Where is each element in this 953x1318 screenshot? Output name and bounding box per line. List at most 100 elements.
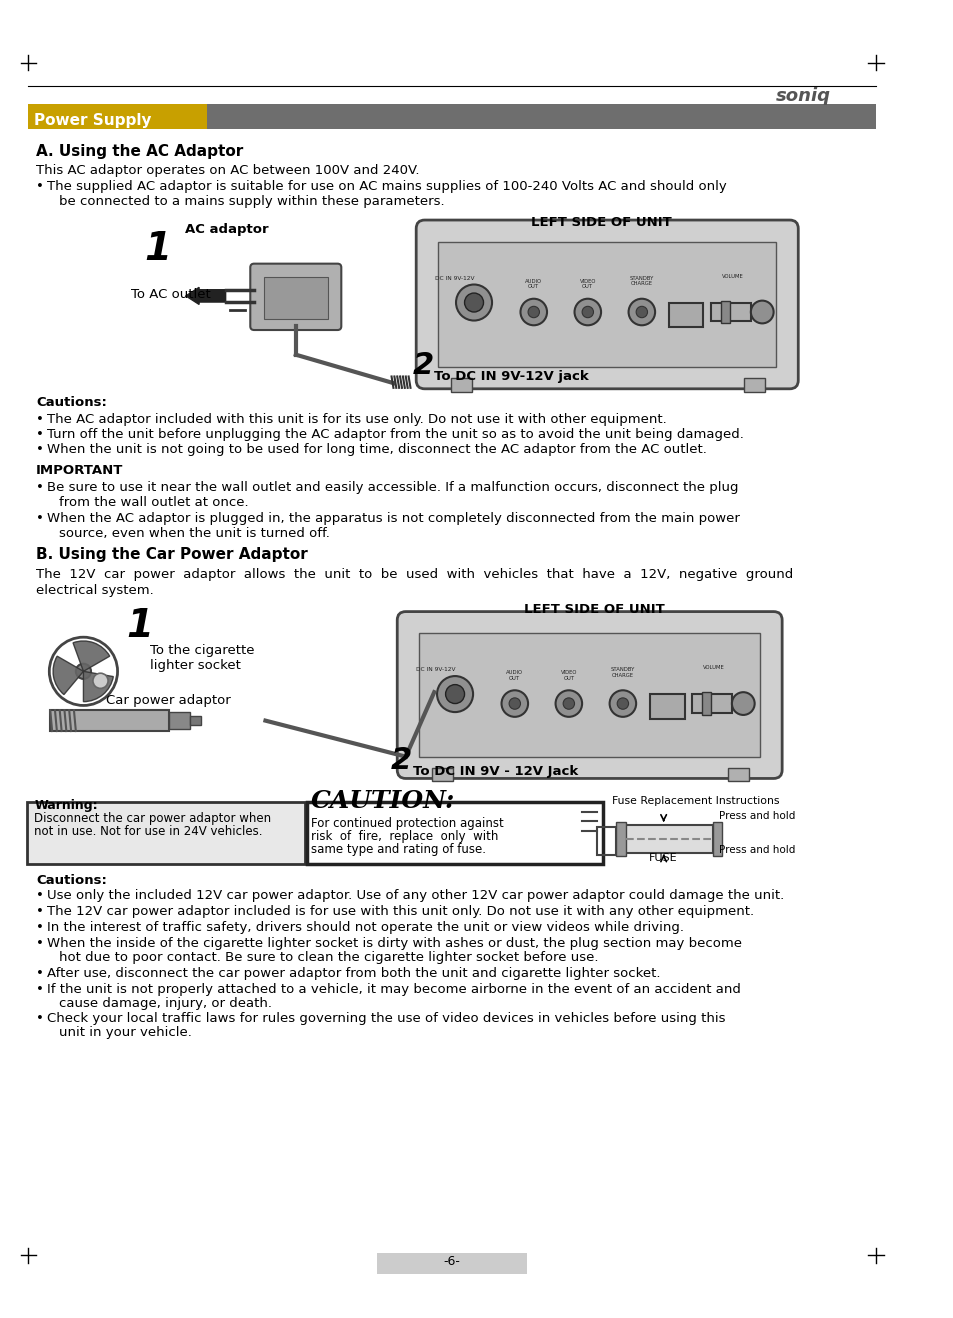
- Circle shape: [436, 676, 473, 712]
- Text: For continued protection against: For continued protection against: [311, 817, 503, 830]
- Bar: [169, 712, 190, 729]
- Text: The  12V  car  power  adaptor  allows  the  unit  to  be  used  with  vehicles  : The 12V car power adaptor allows the uni…: [36, 568, 793, 581]
- Bar: [710, 303, 750, 322]
- Wedge shape: [53, 656, 83, 695]
- Bar: [307, 803, 602, 863]
- Bar: [418, 634, 760, 757]
- Text: FUSE: FUSE: [649, 853, 678, 863]
- Text: When the inside of the cigarette lighter socket is dirty with ashes or dust, the: When the inside of the cigarette lighter…: [48, 937, 741, 950]
- Bar: [691, 695, 731, 713]
- Circle shape: [562, 697, 574, 709]
- Bar: [712, 822, 721, 857]
- Text: •: •: [36, 179, 44, 192]
- Circle shape: [731, 692, 754, 714]
- FancyBboxPatch shape: [416, 220, 798, 389]
- Text: •: •: [36, 413, 44, 426]
- Text: B. Using the Car Power Adaptor: B. Using the Car Power Adaptor: [36, 547, 308, 563]
- Text: Fuse Replacement Instructions: Fuse Replacement Instructions: [611, 796, 779, 807]
- Wedge shape: [73, 641, 110, 671]
- Text: If the unit is not properly attached to a vehicle, it may become airborne in the: If the unit is not properly attached to …: [48, 983, 740, 995]
- Text: Car power adaptor: Car power adaptor: [106, 693, 231, 706]
- Text: from the wall outlet at once.: from the wall outlet at once.: [59, 497, 248, 509]
- Circle shape: [520, 299, 546, 326]
- Text: In the interest of traffic safety, drivers should not operate the unit or view v: In the interest of traffic safety, drive…: [48, 921, 683, 934]
- Text: Be sure to use it near the wall outlet and easily accessible. If a malfunction o: Be sure to use it near the wall outlet a…: [48, 481, 739, 494]
- Text: To DC IN 9V-12V jack: To DC IN 9V-12V jack: [434, 370, 588, 384]
- Text: source, even when the unit is turned off.: source, even when the unit is turned off…: [59, 527, 330, 539]
- Text: soniq: soniq: [775, 87, 830, 104]
- Text: VIDEO
OUT: VIDEO OUT: [560, 670, 577, 681]
- Text: Cautions:: Cautions:: [36, 874, 107, 887]
- Circle shape: [555, 691, 581, 717]
- Circle shape: [617, 697, 628, 709]
- Text: Power Supply: Power Supply: [34, 113, 152, 128]
- Text: When the unit is not going to be used for long time, disconnect the AC adaptor f: When the unit is not going to be used fo…: [48, 443, 706, 456]
- Circle shape: [528, 306, 538, 318]
- Text: LEFT SIDE OF UNIT: LEFT SIDE OF UNIT: [524, 602, 664, 616]
- Text: DC IN 9V-12V: DC IN 9V-12V: [416, 667, 456, 672]
- Text: •: •: [36, 888, 44, 902]
- Text: Disconnect the car power adaptor when: Disconnect the car power adaptor when: [34, 812, 271, 825]
- Text: LEFT SIDE OF UNIT: LEFT SIDE OF UNIT: [531, 216, 671, 229]
- Text: VIDEO
OUT: VIDEO OUT: [579, 278, 596, 290]
- Text: The 12V car power adaptor included is for use with this unit only. Do not use it: The 12V car power adaptor included is fo…: [48, 905, 754, 917]
- Circle shape: [445, 684, 464, 704]
- Bar: [743, 378, 764, 391]
- Circle shape: [464, 293, 483, 312]
- Circle shape: [501, 691, 528, 717]
- Text: 2: 2: [390, 746, 412, 775]
- Text: AUDIO
OUT: AUDIO OUT: [506, 670, 523, 681]
- Text: The AC adaptor included with this unit is for its use only. Do not use it with o: The AC adaptor included with this unit i…: [48, 413, 666, 426]
- Text: not in use. Not for use in 24V vehicles.: not in use. Not for use in 24V vehicles.: [34, 825, 262, 838]
- Bar: [727, 768, 748, 782]
- Text: STANDBY
CHARGE: STANDBY CHARGE: [629, 275, 654, 286]
- Text: Press and hold: Press and hold: [718, 845, 794, 855]
- Text: This AC adaptor operates on AC between 100V and 240V.: This AC adaptor operates on AC between 1…: [36, 163, 419, 177]
- Text: electrical system.: electrical system.: [36, 584, 153, 597]
- FancyBboxPatch shape: [396, 612, 781, 779]
- Text: Check your local traffic laws for rules governing the use of video devices in ve: Check your local traffic laws for rules …: [48, 1012, 725, 1025]
- Text: hot due to poor contact. Be sure to clean the cigarette lighter socket before us: hot due to poor contact. Be sure to clea…: [59, 952, 598, 965]
- Text: AUDIO
OUT: AUDIO OUT: [525, 278, 541, 290]
- Circle shape: [92, 673, 108, 688]
- Circle shape: [750, 301, 773, 323]
- Text: Warning:: Warning:: [34, 799, 97, 812]
- Bar: [451, 378, 472, 391]
- Bar: [669, 303, 702, 327]
- Text: •: •: [36, 937, 44, 950]
- Bar: [720, 301, 729, 323]
- Text: same type and rating of fuse.: same type and rating of fuse.: [311, 844, 485, 857]
- Circle shape: [456, 285, 492, 320]
- Wedge shape: [83, 671, 113, 701]
- Circle shape: [636, 306, 647, 318]
- Text: To AC outlet: To AC outlet: [131, 287, 211, 301]
- Text: IMPORTANT: IMPORTANT: [36, 464, 123, 477]
- Text: •: •: [36, 921, 44, 934]
- Text: lighter socket: lighter socket: [150, 659, 240, 672]
- Bar: [700, 692, 710, 714]
- Text: AC adaptor: AC adaptor: [185, 223, 268, 236]
- Text: •: •: [36, 966, 44, 979]
- Text: VOLUME: VOLUME: [702, 666, 724, 671]
- Circle shape: [628, 299, 655, 326]
- Bar: [377, 1253, 527, 1275]
- Circle shape: [581, 306, 593, 318]
- Text: DC IN 9V-12V: DC IN 9V-12V: [435, 275, 475, 281]
- Bar: [432, 768, 453, 782]
- Text: risk  of  fire,  replace  only  with: risk of fire, replace only with: [311, 830, 497, 844]
- Text: After use, disconnect the car power adaptor from both the unit and cigarette lig: After use, disconnect the car power adap…: [48, 966, 660, 979]
- Text: be connected to a mains supply within these parameters.: be connected to a mains supply within th…: [59, 195, 444, 208]
- Text: VOLUME: VOLUME: [721, 274, 743, 279]
- Text: •: •: [36, 443, 44, 456]
- Text: 2: 2: [412, 351, 434, 380]
- Text: A. Using the AC Adaptor: A. Using the AC Adaptor: [36, 144, 243, 158]
- Text: To the cigarette: To the cigarette: [150, 645, 254, 658]
- Circle shape: [76, 664, 91, 679]
- Bar: [29, 104, 875, 129]
- Text: 1: 1: [144, 229, 171, 268]
- Text: 1: 1: [126, 608, 152, 646]
- Text: CAUTION:: CAUTION:: [311, 789, 455, 813]
- Text: unit in your vehicle.: unit in your vehicle.: [59, 1027, 192, 1040]
- Text: -6-: -6-: [443, 1255, 460, 1268]
- Text: Use only the included 12V car power adaptor. Use of any other 12V car power adap: Use only the included 12V car power adap…: [48, 888, 783, 902]
